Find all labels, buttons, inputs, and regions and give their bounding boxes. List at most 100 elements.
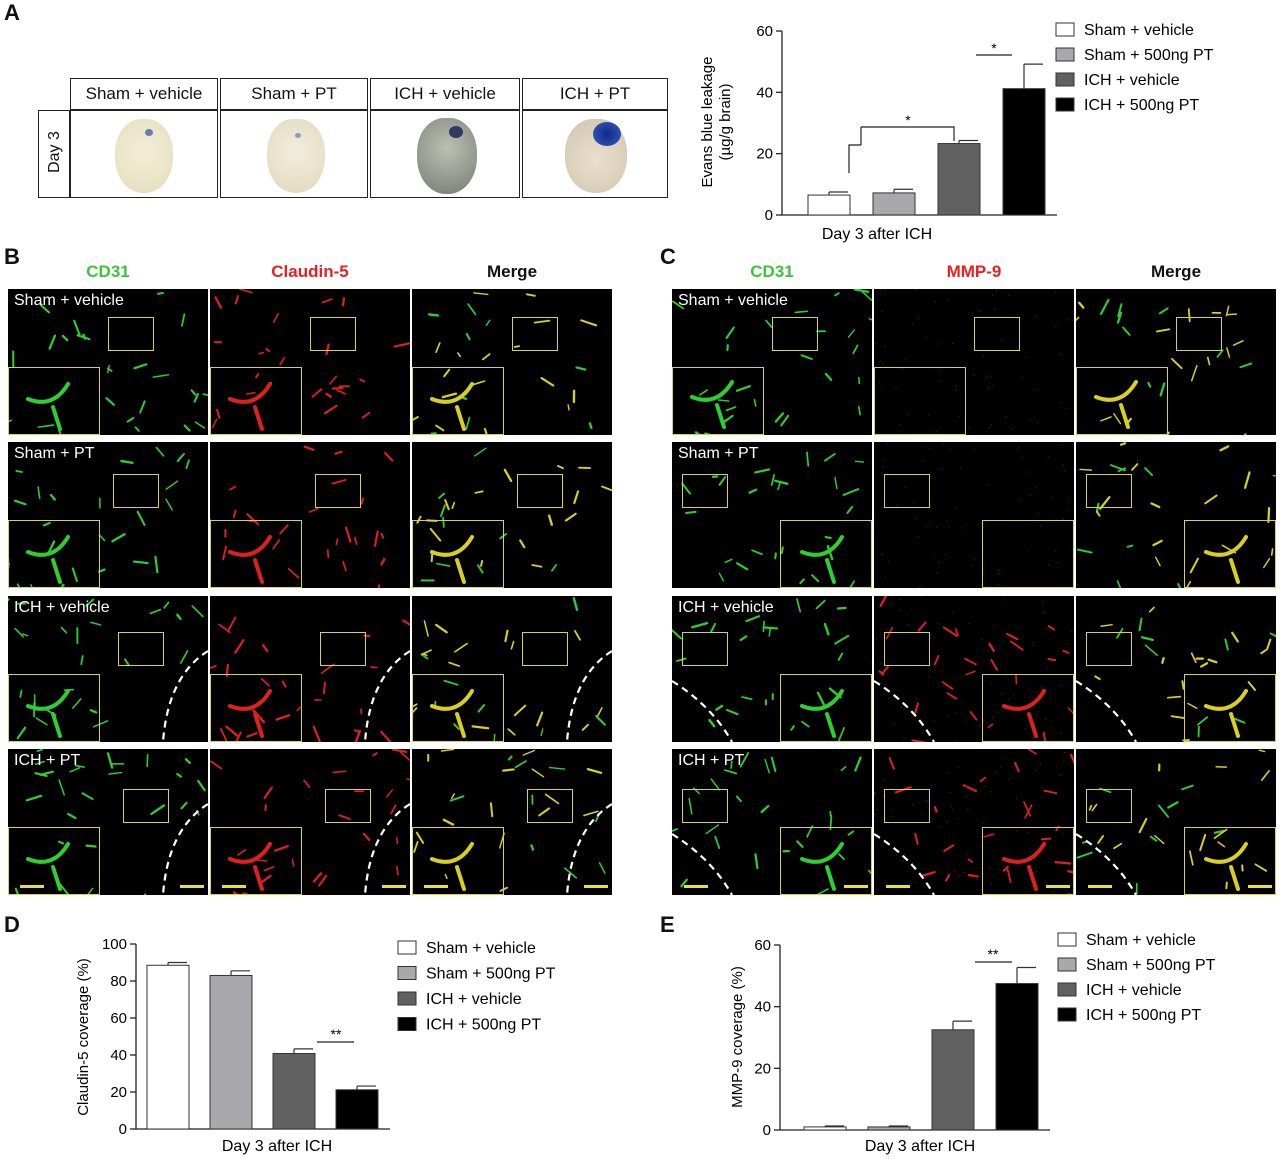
region-of-interest-box — [113, 474, 159, 508]
b-micrograph-r1-c1: Sham + vehicle — [8, 289, 208, 435]
magnified-inset — [982, 827, 1074, 895]
bar — [272, 1053, 316, 1130]
hematoma-boundary — [1076, 833, 1137, 895]
significance-star: * — [991, 40, 997, 56]
vessel-pattern — [1076, 749, 1270, 895]
bar — [803, 1126, 847, 1131]
c-col-title-merge: Merge — [1150, 262, 1202, 281]
b-row-label-4: ICH + PT — [14, 752, 81, 769]
b-row-label-1: Sham + vehicle — [14, 292, 124, 309]
b-micrograph-r3-c2 — [210, 596, 410, 742]
vessel-pattern — [1076, 298, 1253, 435]
scale-bar — [222, 885, 246, 888]
b-col-title-cd31: CD31 — [86, 262, 130, 281]
legend-entry: Sham + 500ng PT — [1086, 957, 1216, 974]
legend-swatch — [397, 966, 417, 980]
vessel-pattern — [412, 597, 606, 742]
region-of-interest-box — [682, 474, 728, 508]
vessel-pattern — [8, 446, 190, 588]
vessel-pattern — [881, 442, 1070, 588]
brain-image-ich-vehicle — [417, 118, 477, 194]
c-micrograph-r2-c2 — [874, 442, 1074, 588]
panel-label-b: B — [4, 244, 20, 269]
scale-bar — [180, 885, 204, 888]
chart-d-plot: 0 20 40 60 80 100 ** — [102, 936, 390, 1138]
hematoma-boundary — [565, 650, 612, 742]
brain-col-header-3: ICH + vehicle — [370, 78, 520, 110]
magnified-inset — [780, 520, 872, 588]
brain-image-sham-pt — [267, 119, 325, 193]
magnified-inset — [8, 827, 100, 895]
region-of-interest-box — [527, 789, 573, 823]
legend-entry: ICH + vehicle — [1084, 72, 1180, 89]
significance-bracket — [848, 126, 955, 173]
bar — [209, 974, 253, 1130]
c-row-label-4: ICH + PT — [678, 752, 745, 769]
region-of-interest-box — [517, 474, 563, 508]
legend-entry: Sham + vehicle — [1086, 932, 1196, 949]
chart-d: Claudin-5 coverage (%) 0 20 40 60 80 100 ** Da… — [75, 936, 556, 1155]
b-micrograph-r4-c1: ICH + PT — [8, 749, 208, 895]
chart-a-legend: Sham + vehicle Sham + 500ng PT ICH + vehic… — [1055, 22, 1214, 114]
y-tick-label: 0 — [119, 1121, 127, 1138]
significance-star: * — [905, 112, 911, 128]
legend-swatch — [1057, 932, 1077, 947]
brain-row-label: Day 3 — [46, 131, 63, 173]
c-row-label-2: Sham + PT — [678, 445, 759, 462]
chart-e-plot: 0 20 40 60 ** — [754, 937, 1050, 1139]
y-tick-label: 40 — [754, 999, 771, 1016]
legend-swatch — [1057, 1007, 1077, 1022]
significance-star: ** — [988, 946, 999, 962]
b-row-label-3: ICH + vehicle — [14, 599, 110, 616]
scale-bar — [1046, 885, 1070, 888]
c-col-title-mmp9: MMP-9 — [946, 262, 1002, 281]
hematoma-boundary — [874, 833, 935, 895]
brain-image-sham-vehicle — [115, 119, 173, 193]
magnified-inset — [672, 367, 764, 435]
b-row-label-2: Sham + PT — [14, 445, 95, 462]
brain-cell-2 — [220, 110, 368, 198]
legend-entry: ICH + 500ng PT — [1086, 1007, 1201, 1024]
magnified-inset — [210, 520, 302, 588]
bar — [335, 1089, 379, 1130]
region-of-interest-box — [682, 632, 728, 666]
legend-swatch — [397, 1017, 417, 1031]
legend-swatch — [1057, 957, 1077, 972]
scale-bar — [20, 885, 44, 888]
magnified-inset — [1076, 367, 1168, 435]
vessel-pattern — [672, 289, 872, 435]
c-micrograph-r1-c2 — [874, 289, 1074, 435]
c-micrograph-r4-c2 — [874, 749, 1074, 895]
hematoma-boundary — [672, 680, 733, 742]
chart-a-plot: 0 20 40 60 * * — [756, 23, 1057, 224]
brain-cell-3 — [370, 110, 520, 198]
significance-star: ** — [331, 1026, 342, 1042]
chart-a: Evans blue leakage (µg/g brain) 0 20 40 60 *… — [699, 22, 1214, 243]
magnified-inset — [412, 520, 504, 588]
c-micrograph-r4-c1: ICH + PT — [672, 749, 872, 895]
brain-col-header-1: Sham + vehicle — [70, 78, 218, 110]
vessel-pattern — [1076, 442, 1276, 588]
scale-bar — [424, 885, 448, 888]
hematoma-boundary — [565, 803, 612, 895]
panel-label-d: D — [4, 912, 20, 937]
b-micrograph-r2-c1: Sham + PT — [8, 442, 208, 588]
legend-swatch — [1055, 22, 1075, 37]
legend-entry: Sham + vehicle — [426, 940, 536, 957]
region-of-interest-box — [325, 789, 371, 823]
bar — [146, 964, 190, 1130]
legend-swatch — [397, 940, 417, 955]
chart-e-legend: Sham + vehicle Sham + 500ng PT ICH + vehic… — [1057, 932, 1216, 1024]
magnified-inset — [210, 367, 302, 435]
vessel-pattern — [416, 447, 612, 584]
c-micrograph-r3-c3 — [1076, 596, 1276, 742]
b-col-title-merge: Merge — [486, 262, 538, 281]
region-of-interest-box — [123, 789, 169, 823]
brain-col-header-4: ICH + PT — [522, 78, 668, 110]
vessel-pattern — [875, 596, 1074, 742]
brain-row-header: Day 3 — [38, 110, 70, 198]
brain-cell-1 — [70, 110, 218, 198]
y-tick-label: 60 — [110, 1010, 127, 1027]
c-micrograph-r3-c2 — [874, 596, 1074, 742]
scale-bar — [1088, 885, 1112, 888]
